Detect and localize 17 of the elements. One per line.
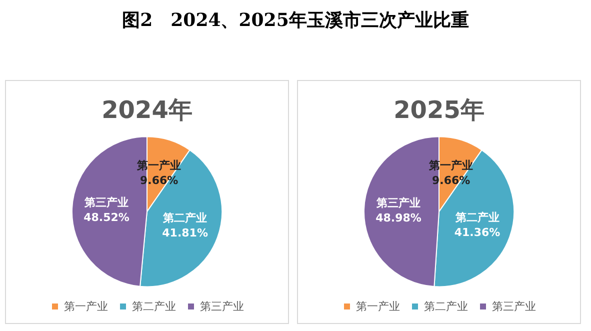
data-label: 41.81% — [162, 226, 208, 240]
legend-label: 第一产业 — [64, 300, 108, 313]
data-label: 41.36% — [454, 226, 500, 240]
data-label: 48.98% — [376, 211, 422, 224]
slice-label: 第三产业 — [376, 196, 421, 210]
data-label: 48.52% — [84, 210, 130, 224]
caption: 图2 2024、2025年玉溪市三次产业比重 — [121, 9, 470, 32]
legend-label: 第二产业 — [424, 300, 468, 313]
chart-title: 2024年 — [102, 96, 192, 124]
chart-title: 2025年 — [394, 96, 484, 124]
slice-label: 第三产业 — [84, 196, 129, 209]
slice-label: 第二产业 — [454, 211, 500, 224]
legend-label: 第三产业 — [492, 300, 536, 313]
legend-label: 第二产业 — [132, 300, 176, 313]
legend-label: 第一产业 — [356, 300, 400, 313]
legend-label: 第三产业 — [200, 300, 244, 313]
slice-label: 第二产业 — [162, 212, 208, 225]
